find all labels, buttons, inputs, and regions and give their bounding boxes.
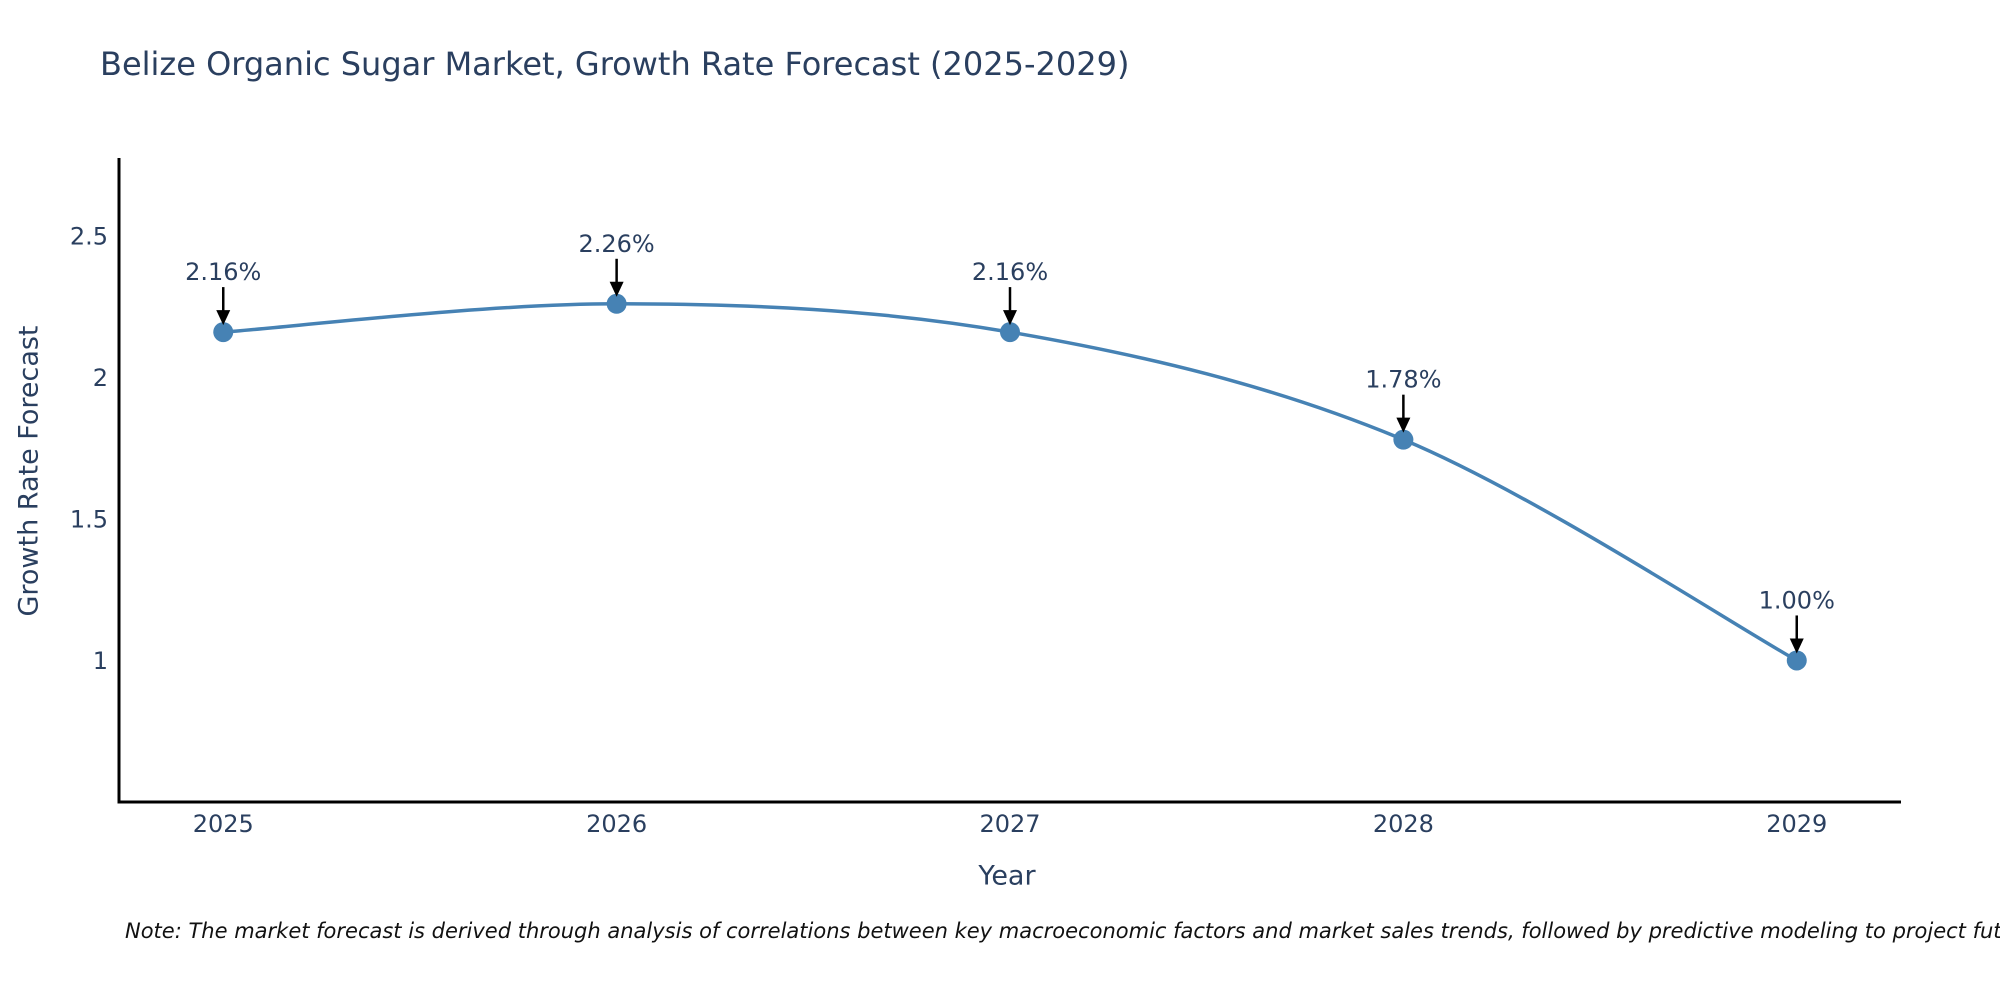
data-point-2025[interactable] <box>213 322 234 343</box>
annotation-label: 2.16% <box>972 258 1048 286</box>
axes <box>117 158 1901 804</box>
y-tick-label: 1.5 <box>70 505 108 533</box>
annotation-label: 2.16% <box>185 258 261 286</box>
annotation-arrowhead <box>1003 310 1017 326</box>
data-point-2026[interactable] <box>606 293 627 314</box>
x-axis-title: Year <box>978 860 1036 892</box>
annotation-arrowhead <box>609 281 624 297</box>
x-tick-label: 2026 <box>586 810 647 838</box>
annotation-label: 1.78% <box>1365 366 1441 394</box>
chart-title: Belize Organic Sugar Market, Growth Rate… <box>100 45 1130 83</box>
forecast-line <box>223 302 1798 662</box>
annotation-arrowhead <box>1789 638 1804 654</box>
x-tick-label: 2025 <box>193 810 254 838</box>
x-tick-label: 2028 <box>1373 810 1434 838</box>
x-tick-label: 2029 <box>1766 810 1827 838</box>
data-point-2027[interactable] <box>1000 322 1020 343</box>
annotation-arrowhead <box>1396 417 1411 433</box>
annotation-arrowhead <box>216 310 231 326</box>
annotation-label: 2.26% <box>578 230 654 258</box>
y-axis-title: Growth Rate Forecast <box>13 325 45 617</box>
annotation-label: 1.00% <box>1759 586 1835 614</box>
y-tick-label: 2.5 <box>70 222 108 250</box>
x-tick-label: 2027 <box>979 810 1040 838</box>
footnote: Note: The market forecast is derived thr… <box>125 919 2000 943</box>
data-point-2028[interactable] <box>1393 429 1414 450</box>
data-point-2029[interactable] <box>1786 650 1807 671</box>
y-tick-label: 1 <box>93 647 108 675</box>
y-tick-label: 2 <box>93 364 108 392</box>
